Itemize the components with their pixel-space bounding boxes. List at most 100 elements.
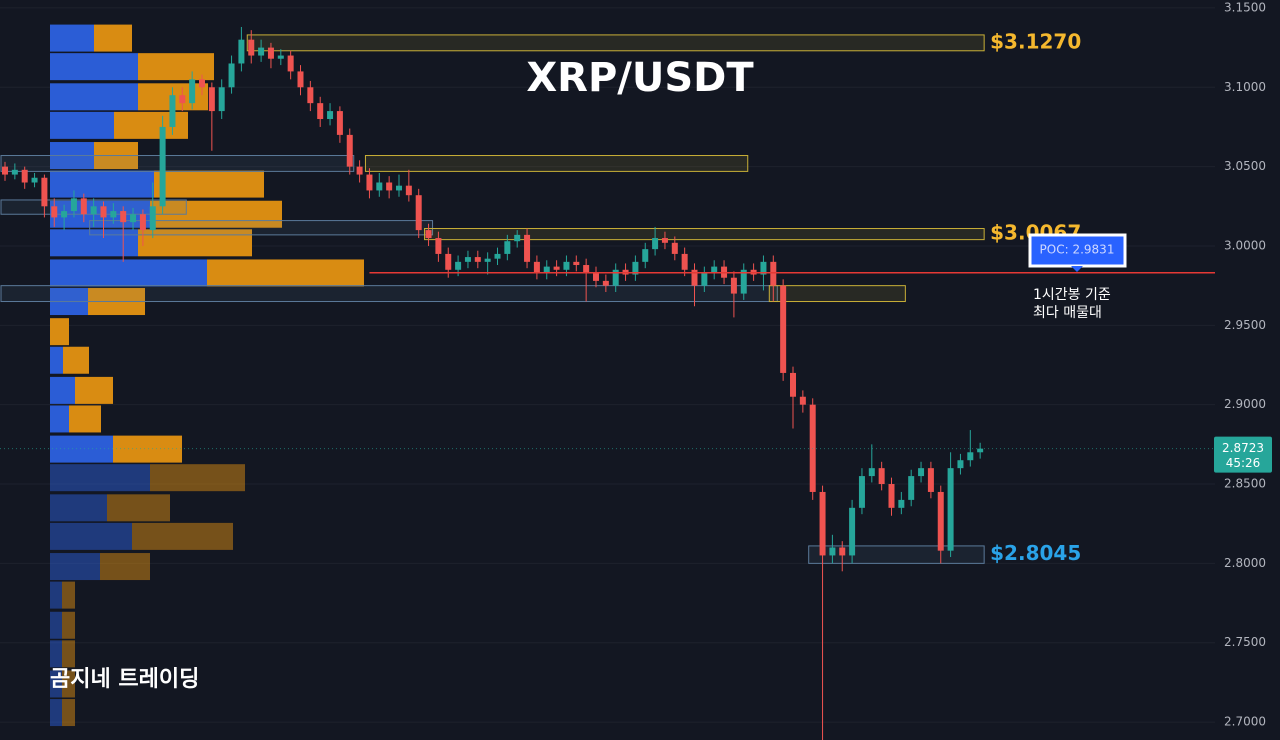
candle-body <box>504 241 511 254</box>
y-tick-label: 3.1000 <box>1224 80 1266 94</box>
profile-buy <box>50 259 207 287</box>
candle-body <box>179 95 186 104</box>
profile-sell <box>75 376 113 404</box>
candle-body <box>139 214 146 231</box>
profile-sell <box>114 111 188 139</box>
profile-buy <box>50 553 100 581</box>
candle-body <box>642 249 649 262</box>
candle-body <box>533 261 540 273</box>
candle-body <box>159 126 166 207</box>
profile-sell <box>207 259 364 287</box>
profile-buy <box>50 24 94 52</box>
candle-body <box>169 95 176 127</box>
candle-body <box>356 166 363 175</box>
zone <box>364 155 749 172</box>
candle-body <box>947 468 954 551</box>
zone <box>0 285 778 303</box>
candle-body <box>386 182 393 191</box>
candle-body <box>21 169 28 183</box>
profile-buy <box>50 522 132 550</box>
zone <box>89 220 434 236</box>
candle-body <box>41 177 48 207</box>
candle-body <box>927 468 934 492</box>
candle-body <box>829 547 836 556</box>
candle-body <box>149 206 156 231</box>
last-price-box <box>1214 436 1272 473</box>
chart-title: XRP/USDT <box>526 55 754 101</box>
candle-body <box>405 185 412 196</box>
candle-body <box>918 468 925 477</box>
profile-buy <box>50 611 62 639</box>
candle-body <box>524 234 531 262</box>
candle-body <box>464 257 471 262</box>
candle-body <box>199 79 205 88</box>
candle-body <box>2 166 8 175</box>
candle-body <box>878 468 885 485</box>
candle-body <box>977 448 984 453</box>
candle-body <box>652 238 659 250</box>
countdown-label: 45:26 <box>1226 456 1261 470</box>
watermark: 곰지네 트레이딩 <box>50 667 199 692</box>
candle-body <box>100 206 107 218</box>
candle-body <box>573 261 580 266</box>
candle-body <box>277 55 284 59</box>
y-tick-label: 3.0000 <box>1224 238 1266 252</box>
candle-body <box>593 272 599 281</box>
zone-label: $2.8045 <box>990 541 1081 565</box>
profile-buy <box>50 699 62 727</box>
candle-body <box>297 71 304 88</box>
candle-body <box>701 272 708 286</box>
candle-body <box>445 253 452 270</box>
candle-body <box>51 206 58 218</box>
profile-buy <box>50 464 150 492</box>
candle-body <box>396 185 402 191</box>
profile-sell <box>113 435 182 463</box>
candle-body <box>11 169 18 175</box>
profile-buy <box>50 670 62 698</box>
profile-sell <box>50 318 69 346</box>
candle-body <box>770 261 777 286</box>
candle-body <box>189 79 196 104</box>
candle-body <box>61 211 68 218</box>
candle-body <box>711 266 718 273</box>
candle-body <box>248 39 255 56</box>
y-tick-label: 2.8500 <box>1224 477 1266 491</box>
profile-buy <box>50 53 138 81</box>
profile-sell <box>107 494 170 522</box>
candle-body <box>583 265 590 273</box>
profile-sell <box>62 640 75 668</box>
candle-body <box>898 499 905 508</box>
candle-body <box>130 214 137 223</box>
y-tick-label: 3.0500 <box>1224 159 1266 173</box>
last-price-label: 2.8723 <box>1222 441 1264 455</box>
zone <box>0 155 355 172</box>
profile-buy <box>50 83 138 111</box>
candle-body <box>661 238 668 243</box>
candle-body <box>287 55 294 72</box>
candle-body <box>31 177 38 183</box>
profile-sell <box>132 522 233 550</box>
poc-label: POC: 2.9831 <box>1040 243 1115 257</box>
candle-body <box>238 39 245 64</box>
candle-body <box>967 452 974 461</box>
candle-body <box>553 266 560 270</box>
candle-body <box>543 266 550 273</box>
candle-body <box>376 182 383 191</box>
profile-buy <box>50 170 154 198</box>
profile-sell <box>69 405 101 433</box>
y-tick-label: 3.1500 <box>1224 0 1266 14</box>
candle-body <box>681 253 688 270</box>
candle-body <box>70 198 77 212</box>
candle-body <box>307 87 314 104</box>
zone-label: $3.1270 <box>990 29 1081 53</box>
candle-body <box>455 261 462 270</box>
candle-body <box>602 280 609 286</box>
candle-body <box>474 257 481 262</box>
zone <box>424 228 985 241</box>
candle-body <box>671 242 678 254</box>
zone <box>768 285 906 303</box>
candle-body <box>90 206 97 215</box>
candle-body <box>267 47 274 59</box>
candle-body <box>80 198 87 215</box>
y-tick-label: 2.9500 <box>1224 318 1266 332</box>
